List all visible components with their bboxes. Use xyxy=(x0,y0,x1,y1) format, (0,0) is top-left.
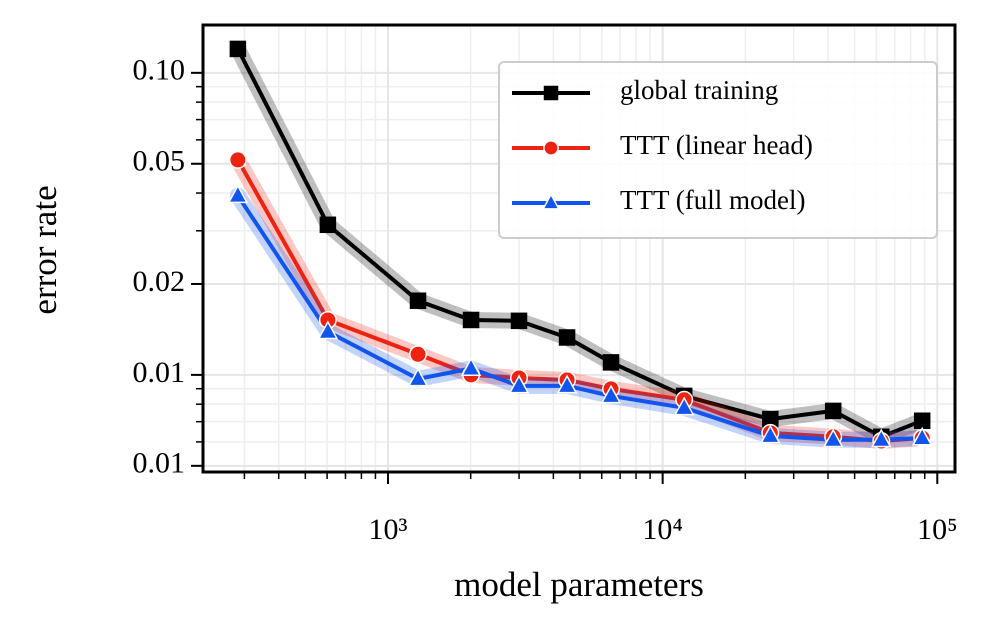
legend-marker xyxy=(543,85,559,101)
y-tick-label: 0.10 xyxy=(133,54,186,87)
marker xyxy=(319,216,337,234)
marker xyxy=(407,367,429,387)
marker xyxy=(508,374,530,394)
x-axis-title: model parameters xyxy=(454,565,704,604)
marker xyxy=(871,428,892,448)
marker xyxy=(673,396,695,416)
marker xyxy=(460,357,482,376)
y-tick-label: 0.01 xyxy=(133,356,186,389)
marker xyxy=(911,426,933,446)
legend-label: TTT (full model) xyxy=(620,185,805,215)
marker xyxy=(227,184,249,204)
legend-label: TTT (linear head) xyxy=(620,130,813,160)
marker xyxy=(510,312,528,330)
marker xyxy=(409,292,427,309)
marker xyxy=(602,354,620,371)
legend-marker xyxy=(543,140,559,156)
marker xyxy=(558,329,576,346)
y-tick-label: 0.05 xyxy=(133,145,186,178)
x-tick-label: 10⁵ xyxy=(917,513,957,546)
marker xyxy=(317,320,339,340)
marker xyxy=(822,428,844,448)
marker xyxy=(600,384,622,404)
legend-label: global training xyxy=(620,75,778,105)
marker xyxy=(556,374,578,394)
y-tick-label: 0.02 xyxy=(133,265,186,298)
plot-frame xyxy=(201,23,957,474)
marker xyxy=(824,402,842,420)
x-tick-label: 10³ xyxy=(369,513,408,546)
marker xyxy=(462,311,480,329)
y-axis-title: error rate xyxy=(25,185,64,314)
marker xyxy=(409,345,428,364)
legend-box xyxy=(498,61,938,239)
marker xyxy=(913,412,931,429)
marker xyxy=(229,40,247,58)
marker xyxy=(228,150,247,169)
x-tick-label: 10⁴ xyxy=(642,513,682,546)
y-tick-label: 0.01 xyxy=(133,447,186,480)
marker xyxy=(760,424,781,444)
legend-marker xyxy=(541,192,561,210)
